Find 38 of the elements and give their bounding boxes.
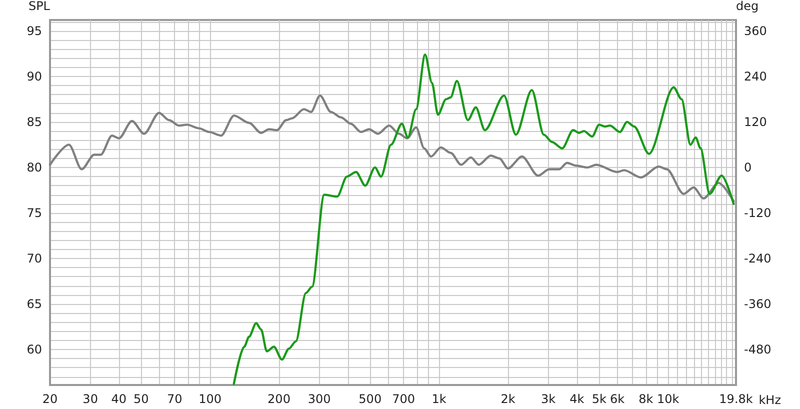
x-tick-label: 30 [82, 392, 98, 406]
x-tick-label: 1k [432, 392, 446, 406]
y2-tick-label: 240 [744, 69, 767, 84]
y2-tick-label: 120 [744, 114, 767, 129]
x-tick-label: 8k [638, 392, 654, 406]
y-tick-label: 80 [26, 160, 42, 174]
y2-axis-title: deg [736, 0, 759, 13]
x-tick-label: 100 [198, 392, 222, 406]
x-tick-label: 700 [392, 392, 416, 406]
x-tick-label: 5k [592, 392, 606, 406]
y-tick-label: 70 [26, 251, 42, 266]
x-tick-label: 300 [308, 392, 331, 406]
y2-tick-label: 0 [744, 160, 752, 174]
x-tick-label: 10k [656, 392, 680, 406]
y-tick-label: 85 [26, 114, 42, 129]
y-tick-label: 95 [26, 24, 42, 38]
x-tick-label: 20 [42, 392, 58, 406]
x-tick-label: 70 [166, 392, 182, 406]
y-tick-label: 60 [26, 342, 42, 356]
x-axis-title: kHz [758, 393, 782, 407]
x-tick-label: 500 [358, 392, 382, 406]
x-tick-label: 6k [610, 392, 625, 406]
y-axis-title: SPL [28, 0, 50, 13]
x-tick-label: 3k [541, 392, 556, 406]
y-tick-label: 90 [26, 69, 42, 84]
x-tick-label: 200 [268, 392, 290, 406]
x-tick-label: 50 [133, 392, 149, 406]
y2-tick-label: -120 [744, 206, 772, 220]
y2-tick-label: 360 [744, 24, 767, 38]
y2-tick-label: -480 [744, 342, 772, 356]
x-tick-label: 40 [111, 392, 127, 406]
x-tick-label: 4k [570, 392, 584, 406]
y-tick-label: 65 [26, 296, 42, 311]
x-tick-label: 19.8k [719, 392, 753, 406]
y2-tick-label: -240 [744, 251, 772, 266]
y2-tick-label: -360 [744, 296, 772, 311]
y-tick-label: 75 [26, 206, 42, 220]
x-tick-label: 2k [500, 392, 516, 406]
